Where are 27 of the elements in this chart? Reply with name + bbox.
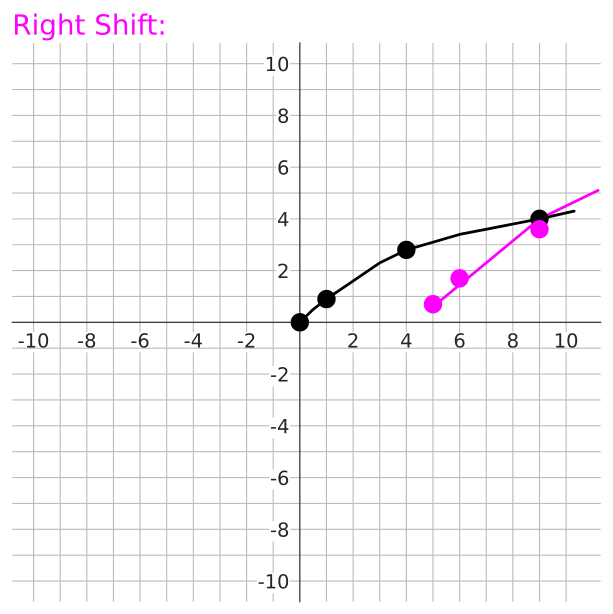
x-tick-label: 2 xyxy=(348,333,358,348)
point xyxy=(290,313,310,332)
x-tick-label: -6 xyxy=(131,333,149,348)
point xyxy=(397,240,416,260)
y-tick-label: 6 xyxy=(278,160,288,175)
y-tick-label: 10 xyxy=(266,56,288,72)
point xyxy=(424,295,442,314)
y-tick-label: 8 xyxy=(278,108,288,124)
x-tick-label: 4 xyxy=(401,333,412,348)
x-tick-label: 6 xyxy=(454,333,465,348)
y-tick-label: 4 xyxy=(278,212,288,226)
y-tick-label: -8 xyxy=(270,522,288,537)
point xyxy=(530,220,549,238)
y-tick-label: -4 xyxy=(270,419,288,434)
x-tick-label: -4 xyxy=(184,333,202,348)
y-tick-label: -6 xyxy=(270,470,288,486)
point xyxy=(317,290,336,308)
x-tick-label: 10 xyxy=(556,333,578,348)
x-tick-label: 8 xyxy=(508,333,518,348)
x-tick-label: -10 xyxy=(18,333,48,348)
x-tick-label: -8 xyxy=(78,333,96,348)
x-tick-label: -2 xyxy=(238,333,254,348)
chart-title: Right Shift: xyxy=(14,14,164,40)
point xyxy=(450,269,469,288)
y-tick-label: -10 xyxy=(258,574,288,589)
y-tick-label: 2 xyxy=(278,264,288,278)
y-tick-label: -2 xyxy=(270,367,288,382)
